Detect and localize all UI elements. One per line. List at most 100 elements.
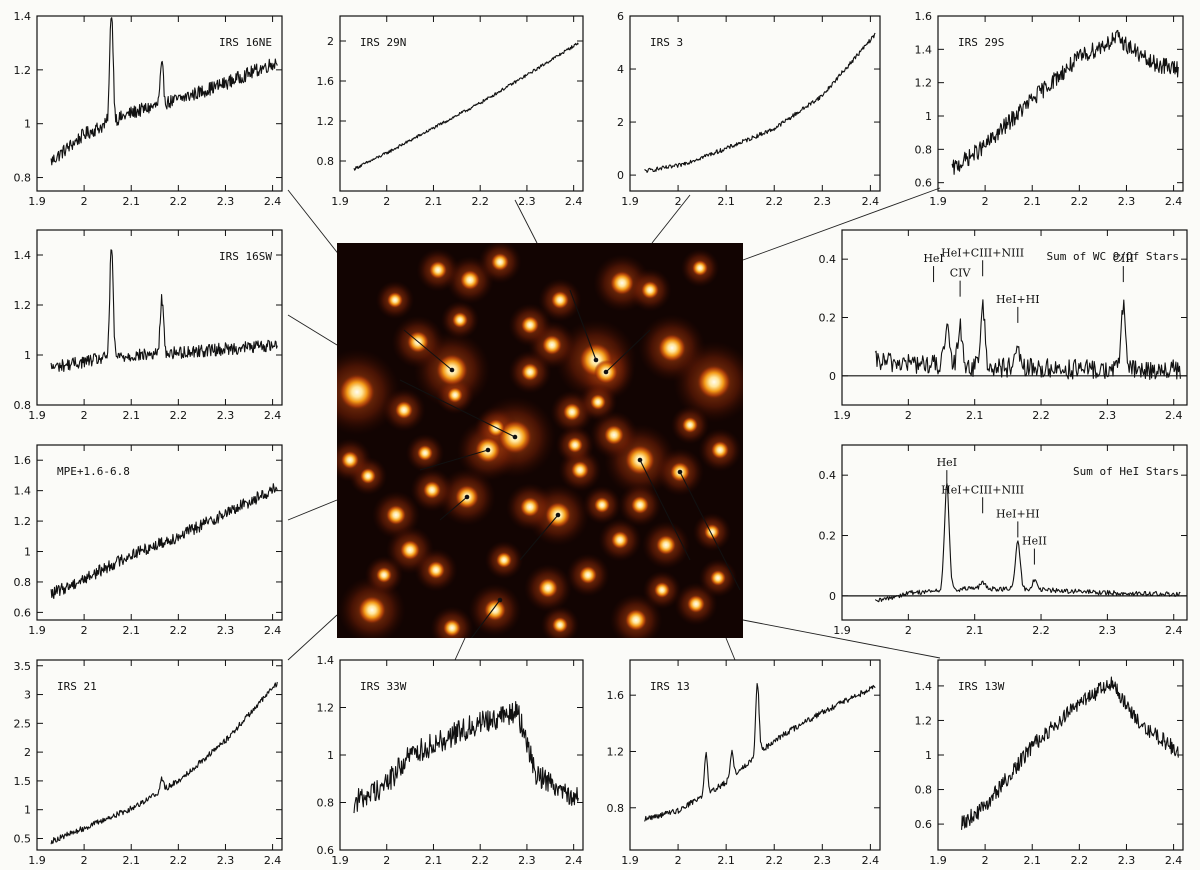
y-tick-label: 0.6 <box>317 844 335 857</box>
x-tick-label: 2.2 <box>170 195 188 208</box>
plot-frame <box>36 444 283 621</box>
y-tick-label: 6 <box>617 10 624 23</box>
x-tick-label: 1.9 <box>28 195 46 208</box>
line-annotation: HeI+CIII+NIII <box>941 246 1024 259</box>
star-source <box>697 365 731 399</box>
star-source <box>552 617 568 633</box>
star-source <box>704 524 720 540</box>
star-source <box>423 481 441 499</box>
x-tick-label: 2.4 <box>565 195 583 208</box>
connector-line <box>287 189 341 257</box>
x-tick-label: 2.3 <box>1118 195 1136 208</box>
panel-irs21: 1.9 2 2.1 2.2 2.3 2.4 0.5 1 1.5 2 2.5 3 3.5 IRS 21 Wav… <box>14 659 283 870</box>
plot-frame <box>36 229 283 406</box>
line-annotation: HeI+CIII+NIII <box>941 483 1024 496</box>
spectrum-panels: 1.9 2 2.1 2.2 2.3 2.4 0.8 1 1.2 1.4 IRS 16NE 1.9 2 2.… <box>14 10 1188 870</box>
x-tick-label: 2.1 <box>1023 195 1041 208</box>
x-tick-label: 2.1 <box>966 624 984 637</box>
pointer-dot <box>464 494 470 500</box>
spectrum-line-irs13 <box>644 682 876 822</box>
star-source <box>656 535 676 555</box>
x-tick-label: 2.1 <box>1023 854 1041 867</box>
x-tick-label: 2 <box>905 409 912 422</box>
y-tick-label: 0.8 <box>317 155 335 168</box>
x-tick-label: 2.4 <box>264 409 282 422</box>
x-tick-label: 1.9 <box>833 409 851 422</box>
y-tick-label: 0.8 <box>317 797 335 810</box>
pointer-line <box>399 379 516 438</box>
spectrum-line-irs29s <box>951 29 1179 175</box>
pointer-line <box>639 459 691 561</box>
star-source <box>521 316 539 334</box>
x-tick-label: 2.4 <box>862 195 880 208</box>
pointer-line <box>470 599 501 638</box>
y-tick-label: 0.6 <box>14 606 32 619</box>
spectrum-line-mpe <box>50 483 278 600</box>
x-tick-label: 2.1 <box>425 854 443 867</box>
x-tick-label: 2.2 <box>170 854 188 867</box>
panel-title: IRS 16NE <box>219 36 272 49</box>
star-source <box>542 335 562 355</box>
x-tick-label: 1.9 <box>28 854 46 867</box>
x-tick-label: 2.3 <box>217 409 235 422</box>
pointer-line <box>519 514 559 561</box>
spectrum-line-irs21 <box>50 681 278 845</box>
panel-title: IRS 33W <box>360 680 407 693</box>
y-tick-label: 3 <box>24 689 31 702</box>
x-tick-label: 2 <box>81 195 88 208</box>
panel-irs33w: 1.9 2 2.1 2.2 2.3 2.4 0.6 0.8 1 1.2 1.4 IRS 33W Wave… <box>317 654 584 870</box>
x-tick-label: 2.3 <box>1099 409 1117 422</box>
panel-irs29n: 1.9 2 2.1 2.2 2.3 2.4 0.8 1.2 1.6 2 IRS 29N <box>317 15 584 208</box>
connector-line <box>725 637 736 661</box>
x-tick-label: 2.3 <box>1099 624 1117 637</box>
pointer-dot <box>677 469 683 475</box>
y-tick-label: 1.6 <box>915 10 933 23</box>
star-source <box>682 417 698 433</box>
y-tick-label: 1.4 <box>915 680 933 693</box>
star-source <box>563 403 581 421</box>
x-tick-label: 2.3 <box>1118 854 1136 867</box>
x-tick-label: 2 <box>383 195 390 208</box>
star-source <box>496 552 512 568</box>
x-tick-label: 2 <box>81 624 88 637</box>
x-tick-label: 1.9 <box>929 195 947 208</box>
x-tick-label: 2.1 <box>717 854 735 867</box>
x-tick-label: 2.1 <box>122 624 140 637</box>
star-source <box>484 599 506 621</box>
x-tick-label: 2.2 <box>1032 409 1050 422</box>
plot-frame <box>841 444 1188 621</box>
x-axis-label: Wavelength [μm] <box>1013 868 1108 870</box>
y-tick-label: 0.2 <box>819 312 837 325</box>
x-tick-label: 2 <box>982 195 989 208</box>
y-tick-label: 1 <box>24 804 31 817</box>
star-source <box>567 437 583 453</box>
x-tick-label: 2.2 <box>765 854 783 867</box>
y-tick-label: 1.2 <box>915 714 933 727</box>
pointer-line <box>679 471 741 591</box>
star-source <box>579 566 597 584</box>
x-tick-label: 2 <box>905 624 912 637</box>
x-tick-label: 2.1 <box>717 195 735 208</box>
connector-line <box>287 499 338 521</box>
y-tick-label: 0 <box>829 370 836 383</box>
y-tick-label: 1.4 <box>14 249 32 262</box>
plot-frame <box>36 659 283 851</box>
x-tick-label: 1.9 <box>28 409 46 422</box>
x-tick-label: 2 <box>982 854 989 867</box>
x-tick-label: 2.1 <box>425 195 443 208</box>
x-tick-label: 1.9 <box>28 624 46 637</box>
y-tick-label: 1.2 <box>607 745 625 758</box>
y-tick-label: 1.6 <box>607 689 625 702</box>
y-tick-label: 4 <box>617 63 624 76</box>
x-tick-label: 2.1 <box>966 409 984 422</box>
pointer-line <box>605 329 651 373</box>
pointer-dot <box>603 369 609 375</box>
star-source <box>594 497 610 513</box>
star-source <box>692 260 708 276</box>
connector-line <box>454 637 466 661</box>
x-tick-label: 2.2 <box>1032 624 1050 637</box>
y-tick-label: 0.6 <box>915 818 933 831</box>
y-tick-label: 0.5 <box>14 832 32 845</box>
star-source <box>447 387 463 403</box>
panel-wc9: 1.9 2 2.1 2.2 2.3 2.4 0 0.2 0.4 Sum of WC 9/Of St… <box>819 229 1188 422</box>
